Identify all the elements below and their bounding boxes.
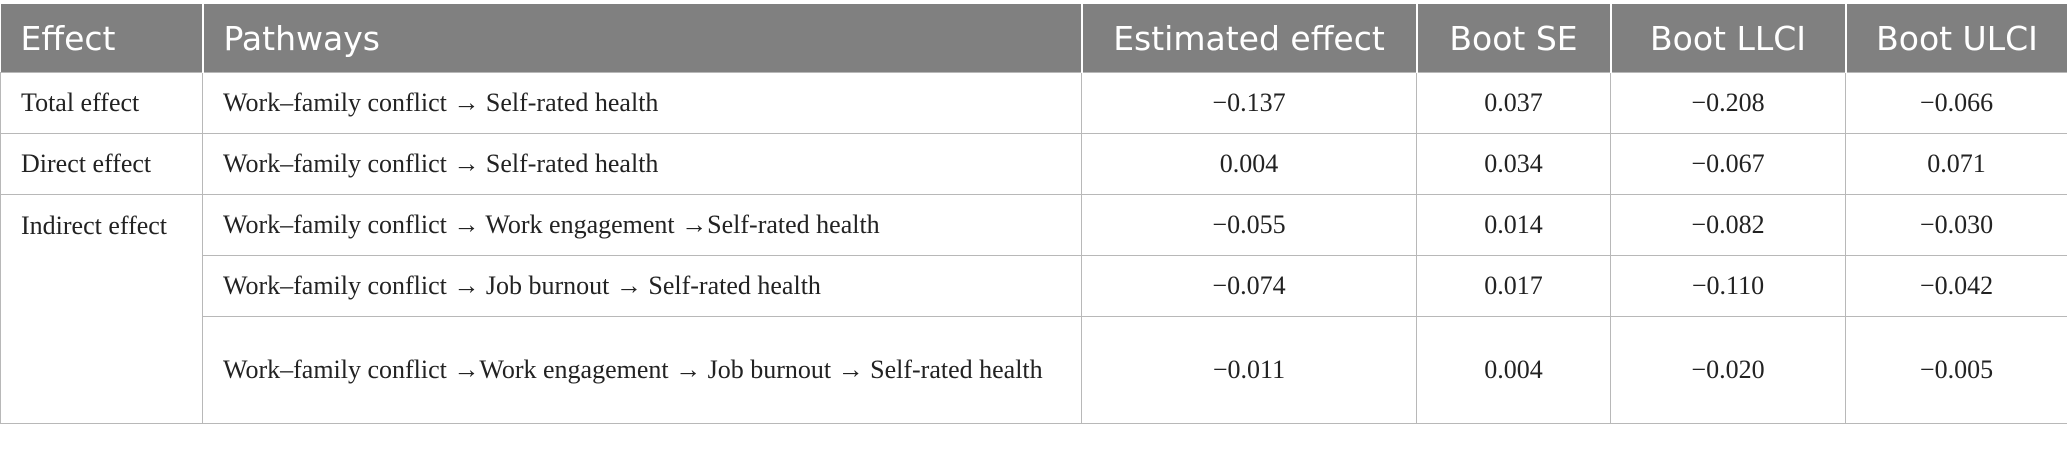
boot-se-cell: 0.017 (1416, 255, 1611, 317)
header-boot-llci: Boot LLCI (1609, 4, 1846, 73)
boot-ulci-cell: −0.042 (1845, 255, 2067, 317)
boot-ulci-cell: −0.005 (1845, 316, 2067, 424)
header-boot-ulci: Boot ULCI (1844, 4, 2067, 73)
boot-se-cell: 0.037 (1416, 72, 1611, 134)
table-header: Effect Pathways Estimated effect Boot SE… (0, 4, 2067, 73)
pathway-cell: Work–family conflict → Job burnout → Sel… (202, 255, 1082, 317)
pathway-cell: Work–family conflict → Self-rated health (202, 72, 1082, 134)
header-estimated-effect: Estimated effect (1080, 4, 1417, 73)
estimated-effect-cell: 0.004 (1081, 133, 1417, 195)
table-row: Direct effect Work–family conflict → Sel… (0, 133, 2067, 195)
header-pathways: Pathways (201, 4, 1082, 73)
estimated-effect-cell: −0.011 (1081, 316, 1417, 424)
effect-cell: Direct effect (0, 133, 203, 195)
boot-llci-cell: −0.067 (1610, 133, 1846, 195)
boot-ulci-cell: 0.071 (1845, 133, 2067, 195)
estimated-effect-cell: −0.074 (1081, 255, 1417, 317)
boot-llci-cell: −0.082 (1610, 194, 1846, 256)
header-effect: Effect (0, 4, 203, 73)
header-boot-se: Boot SE (1415, 4, 1611, 73)
boot-se-cell: 0.014 (1416, 194, 1611, 256)
header-row: Effect Pathways Estimated effect Boot SE… (0, 4, 2067, 73)
table-body: Total effect Work–family conflict → Self… (0, 72, 2067, 424)
effect-cell-indirect: Indirect effect (0, 194, 203, 424)
mediation-effects-table: Effect Pathways Estimated effect Boot SE… (0, 4, 2067, 424)
pathway-cell: Work–family conflict →Work engagement → … (202, 316, 1082, 424)
boot-se-cell: 0.034 (1416, 133, 1611, 195)
pathway-cell: Work–family conflict → Self-rated health (202, 133, 1082, 195)
mediation-effects-table-container: Effect Pathways Estimated effect Boot SE… (0, 4, 2067, 424)
boot-llci-cell: −0.020 (1610, 316, 1846, 424)
table-row: Work–family conflict →Work engagement → … (1, 316, 2067, 424)
pathway-cell: Work–family conflict → Work engagement →… (202, 194, 1082, 256)
boot-se-cell: 0.004 (1416, 316, 1611, 424)
effect-cell: Total effect (0, 72, 203, 134)
estimated-effect-cell: −0.055 (1081, 194, 1417, 256)
boot-ulci-cell: −0.066 (1845, 72, 2067, 134)
boot-ulci-cell: −0.030 (1845, 194, 2067, 256)
table-row: Work–family conflict → Job burnout → Sel… (1, 255, 2067, 317)
boot-llci-cell: −0.110 (1610, 255, 1846, 317)
boot-llci-cell: −0.208 (1610, 72, 1846, 134)
table-row: Indirect effect Work–family conflict → W… (0, 194, 2067, 424)
estimated-effect-cell: −0.137 (1081, 72, 1417, 134)
table-row: Total effect Work–family conflict → Self… (0, 72, 2067, 134)
effect-label: Indirect effect (21, 211, 168, 240)
